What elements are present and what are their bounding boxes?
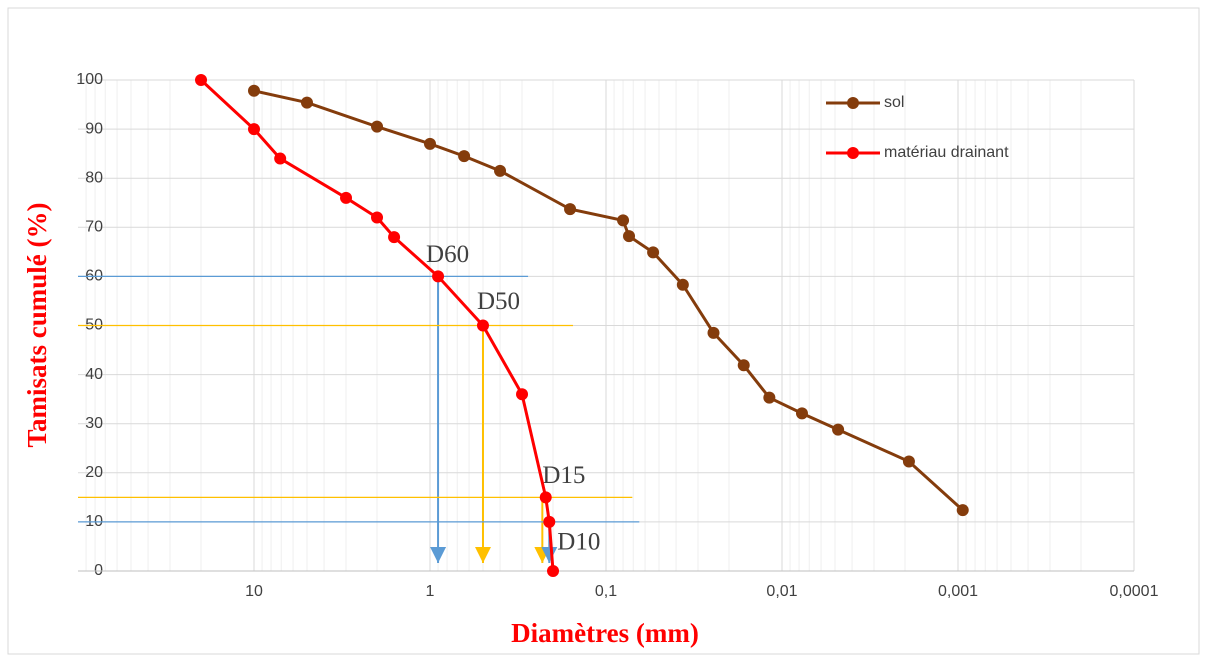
annotation-label: D50 <box>477 288 520 315</box>
y-tick-label: 90 <box>85 120 103 137</box>
legend-label: matériau drainant <box>884 144 1009 161</box>
data-point <box>248 84 260 97</box>
data-point <box>539 491 552 504</box>
data-point <box>388 231 401 244</box>
chart-frame <box>7 7 1200 655</box>
y-tick-label: 20 <box>85 464 103 481</box>
data-point <box>248 123 260 136</box>
data-point <box>676 278 689 291</box>
data-point <box>543 515 556 528</box>
y-tick-label: 30 <box>85 415 103 432</box>
series-line <box>253 89 964 512</box>
y-tick-label: 80 <box>85 169 103 186</box>
data-point <box>795 407 808 420</box>
data-point <box>617 214 630 227</box>
legend-marker <box>847 147 859 159</box>
data-point <box>564 203 577 216</box>
data-point <box>371 120 384 133</box>
data-point <box>647 246 660 259</box>
y-tick-label: 40 <box>85 366 103 383</box>
legend-marker <box>847 97 859 109</box>
annotation-label: D60 <box>426 241 469 268</box>
data-point <box>763 391 776 404</box>
y-tick-label: 70 <box>85 219 103 236</box>
x-axis-title: Diamètres (mm) <box>511 618 699 648</box>
data-point <box>707 326 720 339</box>
y-axis-title: Tamisats cumulé (%) <box>22 202 52 447</box>
x-tick-label: 1 <box>426 583 435 600</box>
x-tick-label: 0,01 <box>766 583 797 600</box>
data-point <box>737 359 750 372</box>
data-point <box>516 388 529 401</box>
data-point <box>371 211 384 224</box>
data-point <box>494 164 507 177</box>
annotation-label: D10 <box>557 529 600 556</box>
x-tick-label: 0,1 <box>595 583 617 600</box>
data-point <box>623 230 636 243</box>
data-point <box>300 96 313 109</box>
data-point <box>274 152 287 165</box>
annotation-label: D15 <box>542 462 585 489</box>
data-point <box>902 455 915 468</box>
data-point <box>547 565 560 577</box>
x-tick-label: 0,0001 <box>1110 583 1159 600</box>
legend-label: sol <box>884 94 904 111</box>
x-tick-label: 0,001 <box>938 583 978 600</box>
data-point <box>956 504 969 517</box>
x-tick-label: 10 <box>245 583 263 600</box>
data-point <box>832 423 845 436</box>
data-point <box>340 191 353 204</box>
data-point <box>432 270 445 283</box>
data-point <box>476 319 489 332</box>
data-point <box>458 150 471 163</box>
data-point <box>195 74 208 86</box>
y-tick-label: 100 <box>76 71 103 88</box>
data-point <box>424 137 436 150</box>
